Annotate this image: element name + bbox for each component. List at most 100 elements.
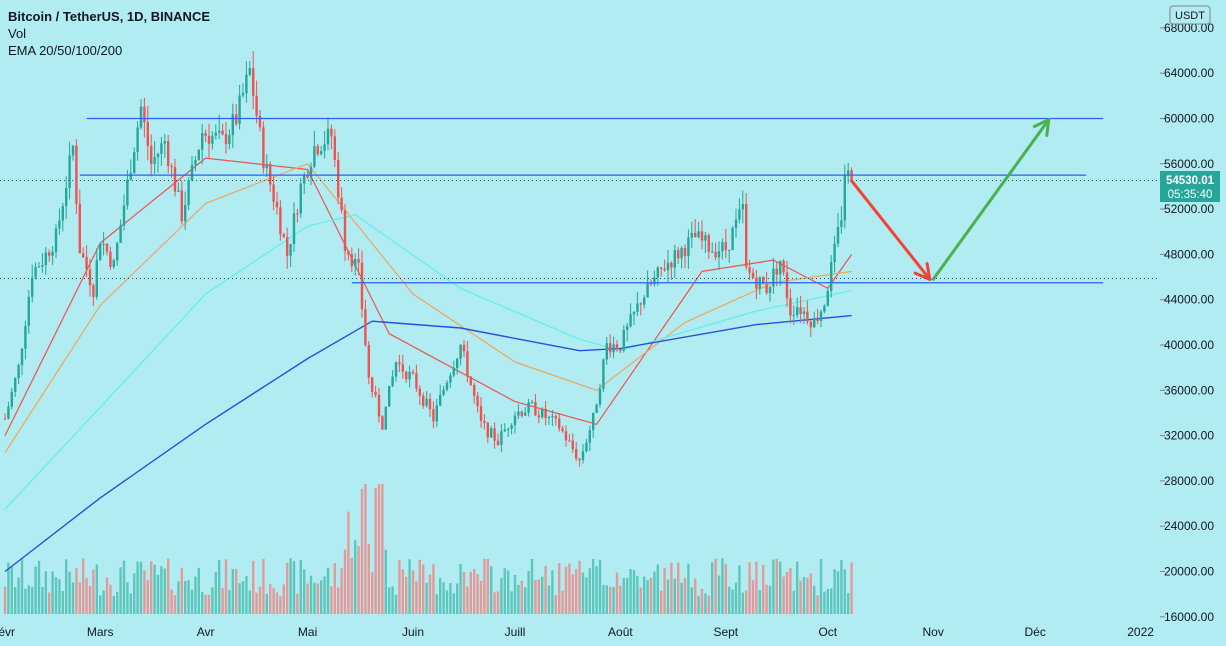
volume-indicator-label[interactable]: Vol [8,26,27,41]
candle [452,360,455,378]
candle-body [728,249,731,251]
candle [405,370,408,383]
volume-bar [44,571,47,614]
volume-bar [789,568,792,614]
price-axis[interactable]: 16000.00 20000.00 24000.00 28000.00 32000.00… [1160,21,1214,624]
candle-body [507,428,510,430]
candle-body [299,183,302,214]
candle [449,372,452,388]
candle-body [741,204,744,210]
volume-bar [524,587,527,614]
candle-body [354,258,357,267]
y-tick-label: 36000.00 [1164,383,1214,397]
candle [48,249,51,262]
candle [425,391,428,408]
volume-bar [337,587,340,614]
candle [51,246,54,265]
candle [697,221,700,239]
last-price-value: 54530.01 [1166,175,1215,187]
candle [558,413,561,432]
candle [54,223,58,258]
candle [632,311,636,326]
candle-body [350,254,353,267]
x-tick-label: Nov [923,625,944,639]
candle-body [588,430,591,443]
candle-body [452,368,455,376]
time-axis[interactable]: févr Mars Avr Mai Juin Juill Août Sept Oct Nov Déc… [0,625,1154,639]
trend-arrow-down[interactable] [850,179,932,281]
volume-bar [605,585,608,614]
candle [323,130,326,159]
candle [799,295,802,324]
candle-body [258,115,262,128]
candle-body [581,451,585,461]
candle [316,143,319,157]
candle-body [10,391,13,407]
candle-body [51,251,54,256]
candle-body [347,250,350,255]
candle-body [660,267,663,269]
volume-bar [401,569,404,614]
candle [41,253,44,273]
candle-body [37,266,41,268]
candle [248,61,251,77]
candle [714,242,717,261]
candle [445,380,449,392]
volume-bar [139,561,143,614]
candle-body [643,297,646,305]
candle [238,84,241,130]
candle-body [802,311,806,314]
volume-bar [728,586,731,614]
candle [513,411,517,434]
volume-bar [238,583,241,614]
candle-body [272,184,275,202]
candle-body [296,213,299,215]
candle-body [78,203,81,254]
candle-body [483,420,486,423]
candle [360,250,364,318]
candle [833,235,836,273]
y-tick-label: 40000.00 [1164,338,1214,352]
x-tick-label: Mars [87,625,114,639]
volume-bar [65,559,68,614]
candle-body [418,388,421,396]
x-tick: févr [0,625,15,639]
volume-bar [303,569,306,614]
candle-body [714,251,717,258]
candle [466,341,469,383]
y-tick-label: 28000.00 [1164,474,1214,488]
candle [585,438,588,453]
candle [119,219,122,244]
ema-indicator-label[interactable]: EMA 20/50/100/200 [8,43,123,58]
symbol-title[interactable]: Bitcoin / TetherUS, 1D, BINANCE [8,9,211,24]
volume-bar [241,581,245,614]
y-tick: 52000.00 [1160,202,1214,216]
volume-bar [571,574,574,614]
candle [796,297,799,319]
candle-body [252,68,255,96]
volume-bar [503,568,506,614]
volume-bar [653,571,656,614]
candle-body [466,351,469,377]
candle-body [598,388,602,405]
volume-bar [136,561,139,614]
drawn-arrows[interactable] [850,118,1051,281]
trend-arrow-up[interactable] [931,118,1051,281]
volume-bar [830,588,833,614]
candle-body [204,133,207,136]
candle-body [262,127,265,169]
x-tick: Nov [923,625,944,639]
candle [483,414,486,430]
volume-bar [153,564,156,614]
horizontal-levels[interactable] [79,117,1104,284]
volume-bar [354,540,357,614]
candle-body [734,219,738,228]
volume-bar [493,592,496,614]
volume-bar [313,582,316,614]
candle [116,241,119,266]
currency-badge[interactable]: USDT [1169,5,1211,25]
candle [381,415,384,430]
candle [187,177,190,211]
volume-bar [602,584,605,614]
